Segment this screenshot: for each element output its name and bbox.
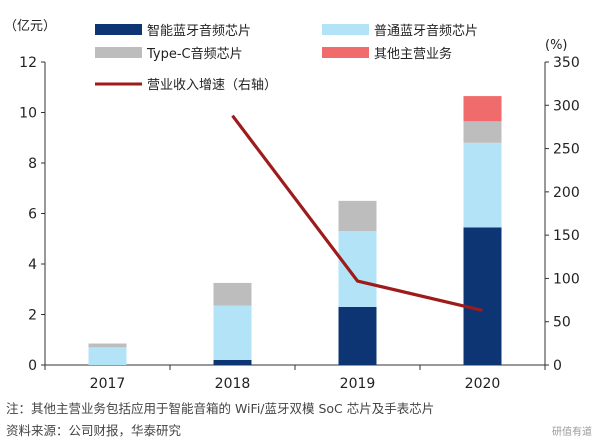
x-tick-label: 2020 — [465, 376, 501, 392]
left-tick-label: 10 — [19, 106, 37, 122]
bar-2-2018 — [213, 305, 252, 360]
legend-label-2: 普通蓝牙音频芯片 — [374, 23, 478, 39]
legend-swatch-1 — [95, 24, 142, 35]
legend-swatch-3 — [95, 47, 142, 58]
growth-rate-line — [231, 114, 483, 313]
left-tick-label: 6 — [28, 207, 37, 223]
legend-line-label: 营业收入增速（右轴） — [147, 78, 277, 93]
watermark: 研值有道 — [552, 427, 592, 438]
bar-2-2017 — [88, 347, 127, 365]
right-tick-label: 50 — [553, 315, 571, 331]
legend-swatch-2 — [322, 24, 369, 35]
legend: 智能蓝牙音频芯片 普通蓝牙音频芯片 Type-C音频芯片 其他主营业务营业收入增速（右… — [95, 23, 478, 93]
legend-label-3: Type-C音频芯片 — [146, 46, 243, 62]
bar-2-2019 — [338, 231, 377, 307]
left-tick-label: 2 — [28, 308, 37, 324]
right-tick-label: 150 — [553, 228, 580, 244]
left-tick-label: 12 — [19, 55, 37, 71]
right-tick-label: 350 — [553, 55, 580, 71]
right-tick-label: 200 — [553, 185, 580, 201]
left-axis-unit-label: （亿元） — [4, 19, 56, 34]
left-tick-label: 0 — [28, 358, 37, 374]
bar-1-2020 — [463, 227, 502, 365]
footnote: 注：其他主营业务包括应用于智能音箱的 WiFi/蓝牙双模 SoC 芯片及手表芯片 — [6, 401, 435, 416]
plot-area: 0 2 4 6 8 10 12 0 50 100 150 200 250 300 350 2017 2018 20… — [19, 55, 580, 392]
left-tick-label: 4 — [28, 257, 37, 273]
left-tick-label: 8 — [28, 156, 37, 172]
right-tick-label: 0 — [553, 358, 562, 374]
bar-3-2019 — [338, 200, 377, 232]
x-tick-label: 2017 — [90, 376, 126, 392]
x-tick-label: 2019 — [340, 376, 376, 392]
bar-1-2018 — [213, 359, 252, 365]
bar-1-2019 — [338, 306, 377, 365]
bar-3-2017 — [88, 343, 127, 348]
legend-label-1: 智能蓝牙音频芯片 — [147, 23, 251, 39]
x-tick-label: 2018 — [215, 376, 251, 392]
legend-swatch-4 — [322, 47, 369, 58]
right-axis-unit-label: (%) — [545, 38, 568, 53]
legend-label-4: 其他主营业务 — [374, 46, 452, 62]
right-tick-label: 250 — [553, 142, 580, 158]
right-tick-label: 300 — [553, 98, 580, 114]
source-note: 资料来源：公司财报，华泰研究 — [6, 423, 182, 438]
right-tick-label: 100 — [553, 271, 580, 287]
bar-4-2020 — [463, 96, 502, 122]
bar-3-2020 — [463, 121, 502, 143]
bar-2-2020 — [463, 142, 502, 228]
bar-3-2018 — [213, 282, 252, 306]
